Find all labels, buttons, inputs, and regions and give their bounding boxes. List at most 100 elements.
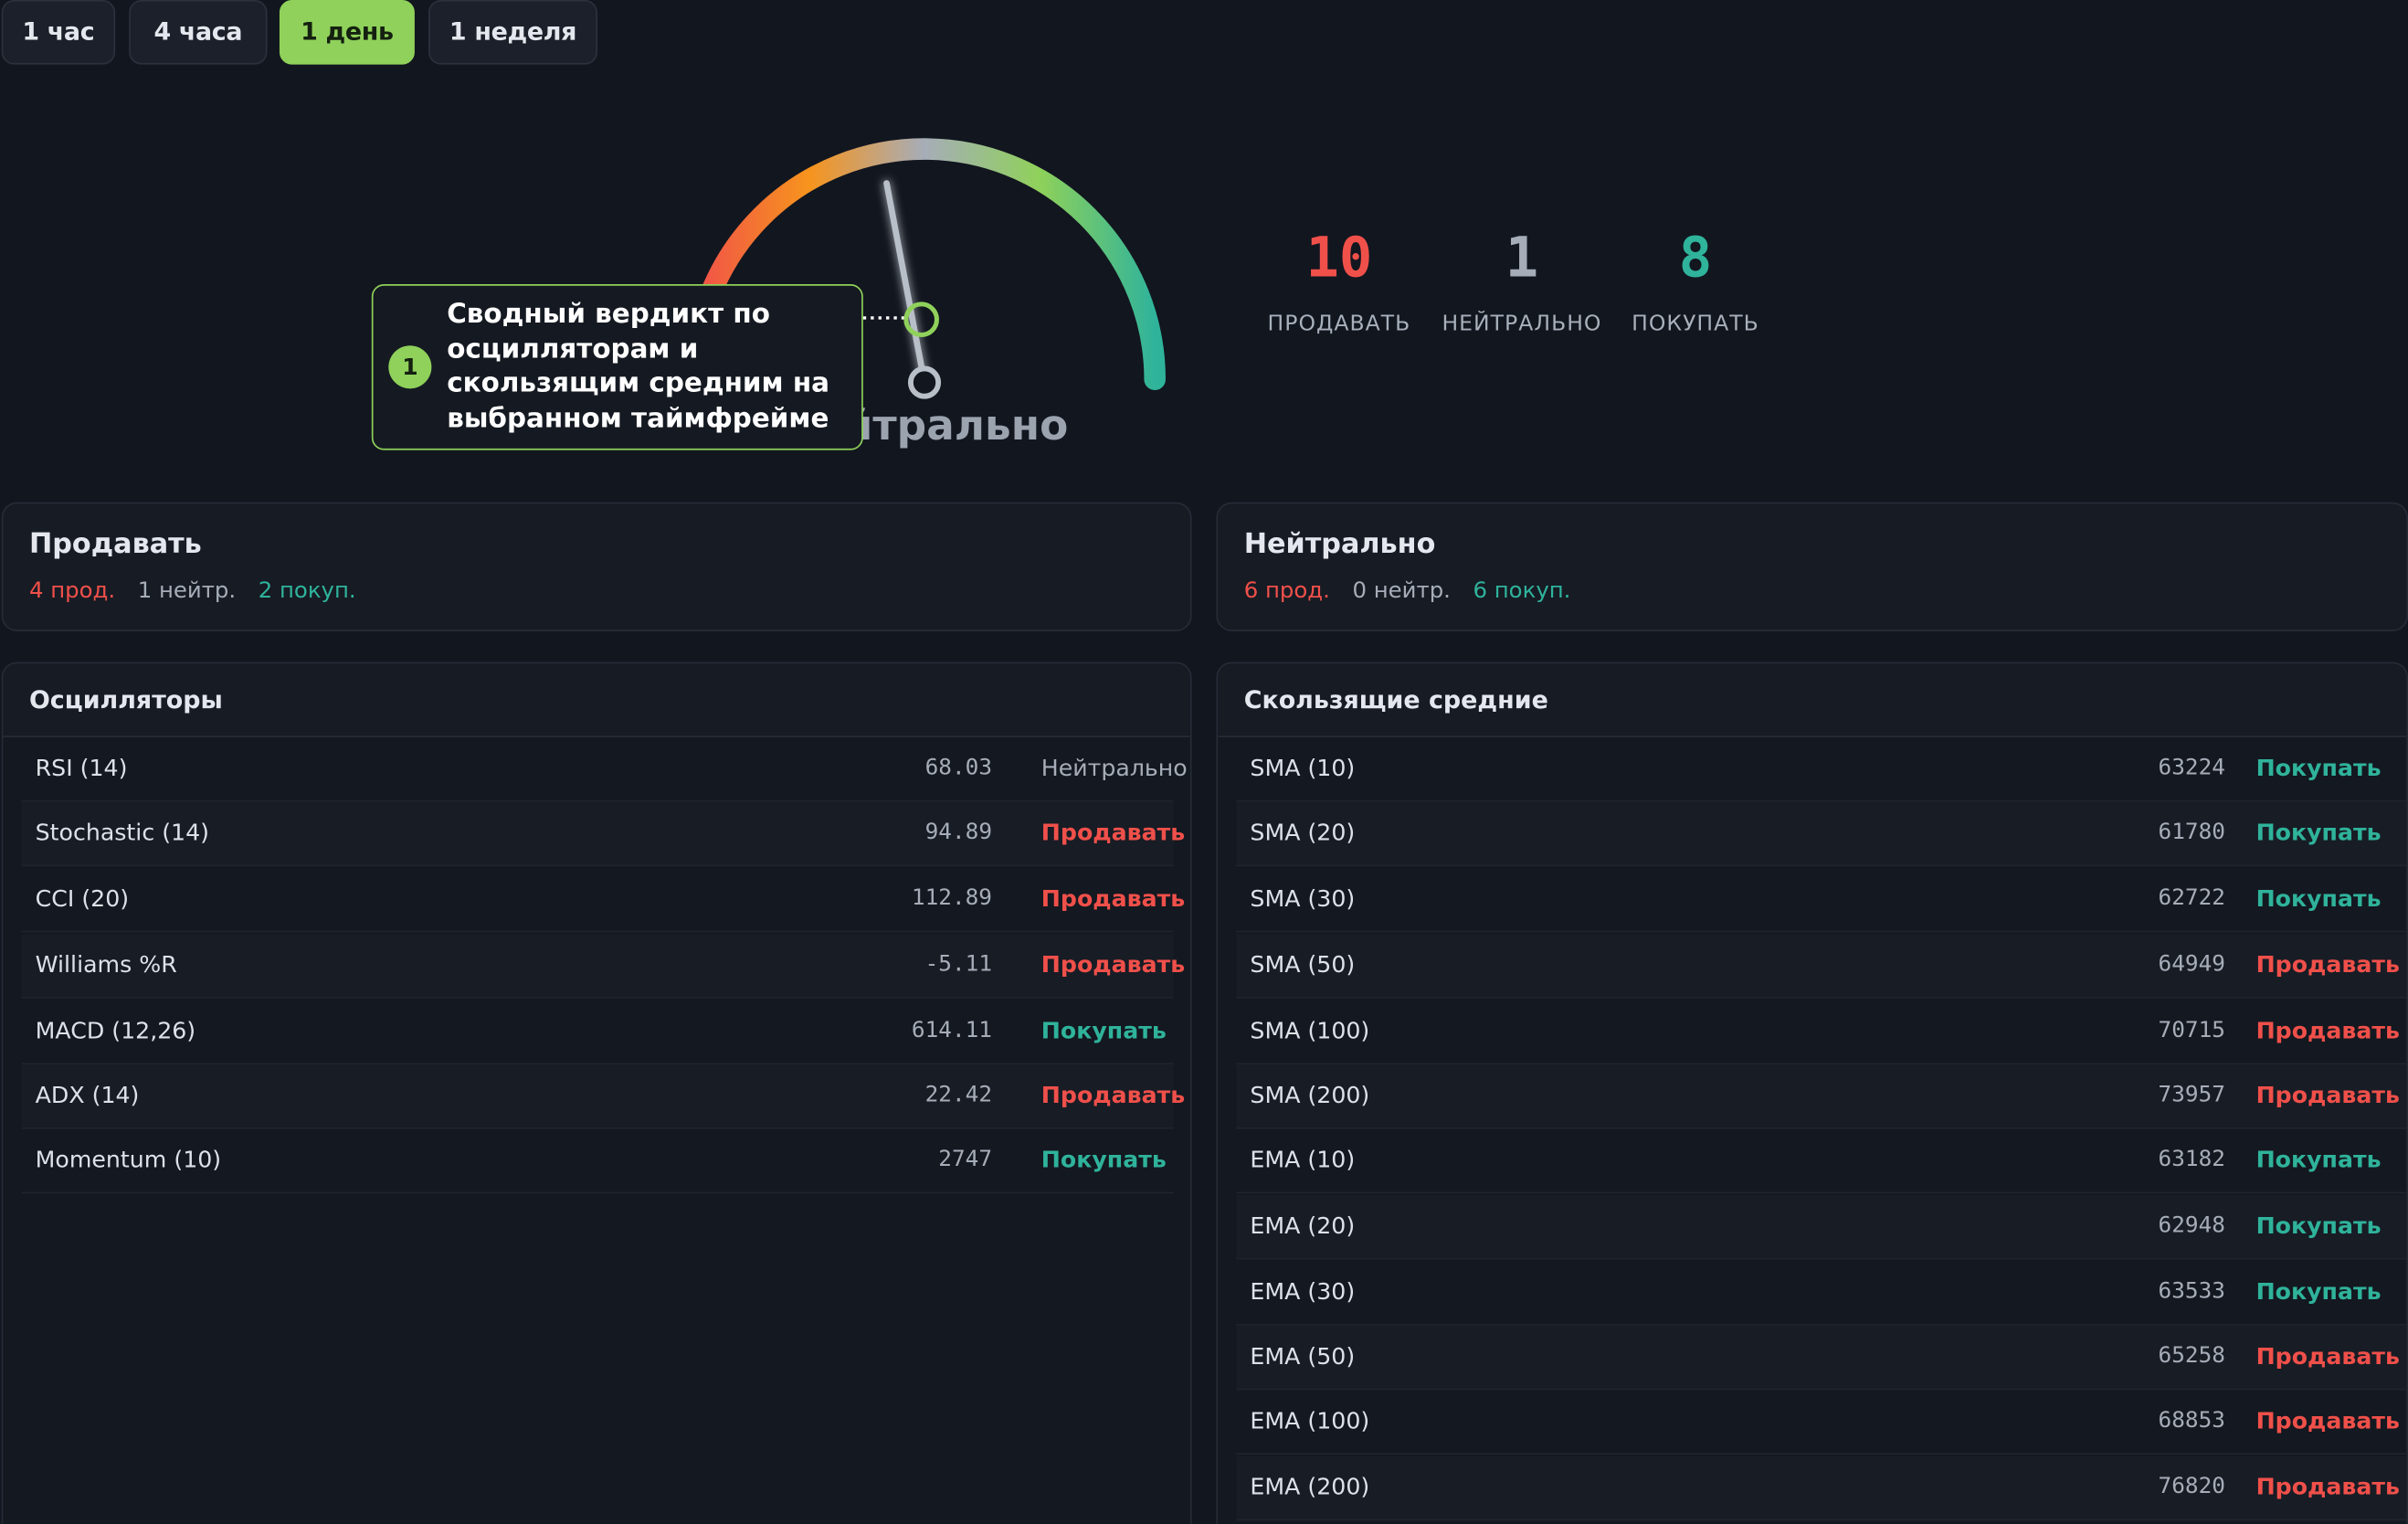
- oscillators-table-header: Осцилляторы: [3, 663, 1190, 737]
- verdict-callout: 1 Сводный вердикт по осцилляторам и скол…: [371, 284, 863, 450]
- moving-average-indicator-name: EMA (10): [1250, 1146, 1356, 1174]
- ma-summary-card: Нейтрально 6 прод. 0 нейтр. 6 покуп.: [1216, 502, 2408, 631]
- neutral-count: 1: [1505, 227, 1539, 291]
- oscillators-summary-title: Продавать: [28, 528, 202, 561]
- oscillators-table-title: Осцилляторы: [28, 684, 223, 714]
- oscillator-row[interactable]: Stochastic (14) 94.89 Продавать: [21, 801, 1185, 867]
- timeframe-4h-button[interactable]: 4 часа: [129, 0, 268, 65]
- moving-average-row[interactable]: EMA (10) 63182 Покупать: [1236, 1129, 2407, 1194]
- oscillator-indicator-value: 2747: [938, 1147, 993, 1172]
- moving-average-row[interactable]: SMA (200) 73957 Продавать: [1236, 1064, 2407, 1129]
- gauge-needle: [883, 180, 928, 386]
- callout-target-ring: [903, 302, 940, 338]
- moving-average-signal-buy: Покупать: [2255, 754, 2382, 782]
- moving-average-indicator-value: 73957: [2158, 1083, 2225, 1108]
- gauge-arc: [683, 138, 1166, 391]
- oscillator-indicator-name: Stochastic (14): [35, 819, 209, 847]
- moving-average-indicator-value: 61780: [2158, 820, 2225, 845]
- moving-average-indicator-value: 68853: [2158, 1408, 2225, 1434]
- moving-averages-table: Скользящие средние SMA (10) 63224 Покупать…: [1216, 661, 2408, 1524]
- oscillator-indicator-name: CCI (20): [35, 884, 130, 913]
- moving-average-row[interactable]: EMA (20) 62948 Покупать: [1236, 1194, 2407, 1260]
- moving-average-signal-buy: Покупать: [2255, 1277, 2382, 1306]
- timeframe-1h-button[interactable]: 1 час: [1, 0, 116, 65]
- callout-number-badge: 1: [388, 345, 432, 389]
- moving-average-indicator-name: SMA (100): [1250, 1016, 1370, 1045]
- oscillator-indicator-name: RSI (14): [35, 754, 128, 782]
- moving-average-row[interactable]: SMA (100) 70715 Продавать: [1236, 1000, 2407, 1065]
- moving-average-indicator-value: 70715: [2158, 1018, 2225, 1043]
- moving-average-indicator-name: EMA (30): [1250, 1277, 1356, 1306]
- ma-summary-title: Нейтрально: [1243, 528, 1436, 561]
- callout-text: Сводный вердикт по осцилляторам и скольз…: [447, 299, 830, 434]
- moving-average-signal-buy: Покупать: [2255, 884, 2382, 913]
- moving-average-indicator-value: 63224: [2158, 756, 2225, 781]
- moving-average-indicator-name: EMA (50): [1250, 1342, 1356, 1371]
- gauge-hub: [907, 365, 942, 399]
- oscillators-neutral-count: 1 нейтр.: [137, 578, 237, 604]
- moving-average-signal-sell: Продавать: [2255, 950, 2400, 979]
- moving-average-indicator-value: 62722: [2158, 886, 2225, 911]
- verdict-gauge: [683, 138, 1166, 399]
- moving-average-signal-sell: Продавать: [2255, 1342, 2400, 1371]
- moving-average-indicator-name: EMA (200): [1250, 1473, 1370, 1501]
- neutral-count-label: НЕЙТРАЛЬНО: [1442, 312, 1602, 337]
- moving-average-indicator-name: SMA (50): [1250, 950, 1356, 979]
- moving-average-row[interactable]: SMA (10) 63224 Покупать: [1236, 737, 2407, 802]
- oscillator-signal-buy: Покупать: [1040, 1016, 1167, 1045]
- oscillator-signal-sell: Продавать: [1040, 884, 1186, 913]
- moving-average-signal-sell: Продавать: [2255, 1016, 2400, 1045]
- moving-average-indicator-name: SMA (20): [1250, 819, 1356, 847]
- moving-average-indicator-value: 63533: [2158, 1279, 2225, 1305]
- oscillator-indicator-value: 94.89: [924, 820, 993, 845]
- oscillators-sell-count: 4 прод.: [28, 578, 116, 604]
- oscillator-indicator-value: 22.42: [924, 1083, 993, 1108]
- oscillator-signal-buy: Покупать: [1040, 1146, 1167, 1174]
- oscillators-buy-count: 2 покуп.: [258, 578, 356, 604]
- oscillator-row[interactable]: RSI (14) 68.03 Нейтрально: [21, 737, 1188, 802]
- moving-average-indicator-value: 63182: [2158, 1147, 2225, 1172]
- moving-averages-table-title: Скользящие средние: [1243, 684, 1548, 714]
- ma-buy-count: 6 покуп.: [1473, 578, 1571, 604]
- moving-average-row[interactable]: SMA (20) 61780 Покупать: [1236, 801, 2407, 867]
- oscillator-signal-sell: Продавать: [1040, 950, 1186, 979]
- oscillator-row[interactable]: MACD (12,26) 614.11 Покупать: [21, 1000, 1174, 1065]
- moving-average-indicator-name: SMA (30): [1250, 884, 1356, 913]
- oscillators-table: Осцилляторы RSI (14) 68.03 Нейтрально Stoch…: [1, 661, 1192, 1524]
- moving-average-indicator-value: 76820: [2158, 1474, 2225, 1499]
- moving-average-row[interactable]: EMA (50) 65258 Продавать: [1236, 1325, 2407, 1391]
- moving-average-signal-buy: Покупать: [2255, 819, 2382, 847]
- moving-average-indicator-name: EMA (20): [1250, 1212, 1356, 1240]
- moving-averages-table-header: Скользящие средние: [1218, 663, 2407, 737]
- moving-average-indicator-value: 62948: [2158, 1213, 2225, 1238]
- timeframe-1w-button[interactable]: 1 неделя: [428, 0, 597, 65]
- oscillator-indicator-value: 112.89: [911, 886, 993, 911]
- moving-average-indicator-name: EMA (100): [1250, 1406, 1370, 1435]
- oscillator-row[interactable]: Williams %R -5.11 Продавать: [21, 934, 1185, 999]
- moving-average-row[interactable]: SMA (50) 64949 Продавать: [1236, 934, 2407, 999]
- oscillator-indicator-name: Momentum (10): [35, 1146, 222, 1174]
- oscillators-summary-card: Продавать 4 прод. 1 нейтр. 2 покуп.: [1, 502, 1192, 631]
- moving-average-row[interactable]: EMA (200) 76820 Продавать: [1236, 1455, 2407, 1521]
- oscillator-row[interactable]: ADX (14) 22.42 Продавать: [21, 1064, 1185, 1129]
- moving-average-signal-sell: Продавать: [2255, 1406, 2400, 1435]
- oscillator-signal-neutral: Нейтрально: [1040, 754, 1188, 782]
- oscillator-row[interactable]: Momentum (10) 2747 Покупать: [21, 1129, 1174, 1194]
- moving-average-indicator-name: SMA (10): [1250, 754, 1356, 782]
- moving-average-signal-buy: Покупать: [2255, 1146, 2382, 1174]
- oscillator-indicator-value: 614.11: [911, 1018, 993, 1043]
- oscillator-indicator-value: -5.11: [924, 952, 993, 978]
- moving-average-indicator-value: 64949: [2158, 952, 2225, 978]
- ma-neutral-count: 0 нейтр.: [1352, 578, 1451, 604]
- oscillator-signal-sell: Продавать: [1040, 1081, 1186, 1109]
- moving-average-row[interactable]: EMA (30) 63533 Покупать: [1236, 1261, 2407, 1326]
- moving-average-signal-sell: Продавать: [2255, 1473, 2400, 1501]
- timeframe-1d-button[interactable]: 1 день: [279, 0, 415, 65]
- moving-average-row[interactable]: SMA (30) 62722 Покупать: [1236, 868, 2407, 933]
- oscillators-summary-stats: 4 прод. 1 нейтр. 2 покуп.: [29, 579, 372, 604]
- moving-average-row[interactable]: EMA (100) 68853 Продавать: [1236, 1390, 2407, 1455]
- oscillator-row[interactable]: CCI (20) 112.89 Продавать: [21, 868, 1185, 933]
- moving-average-signal-buy: Покупать: [2255, 1212, 2382, 1240]
- oscillator-indicator-name: ADX (14): [35, 1081, 140, 1109]
